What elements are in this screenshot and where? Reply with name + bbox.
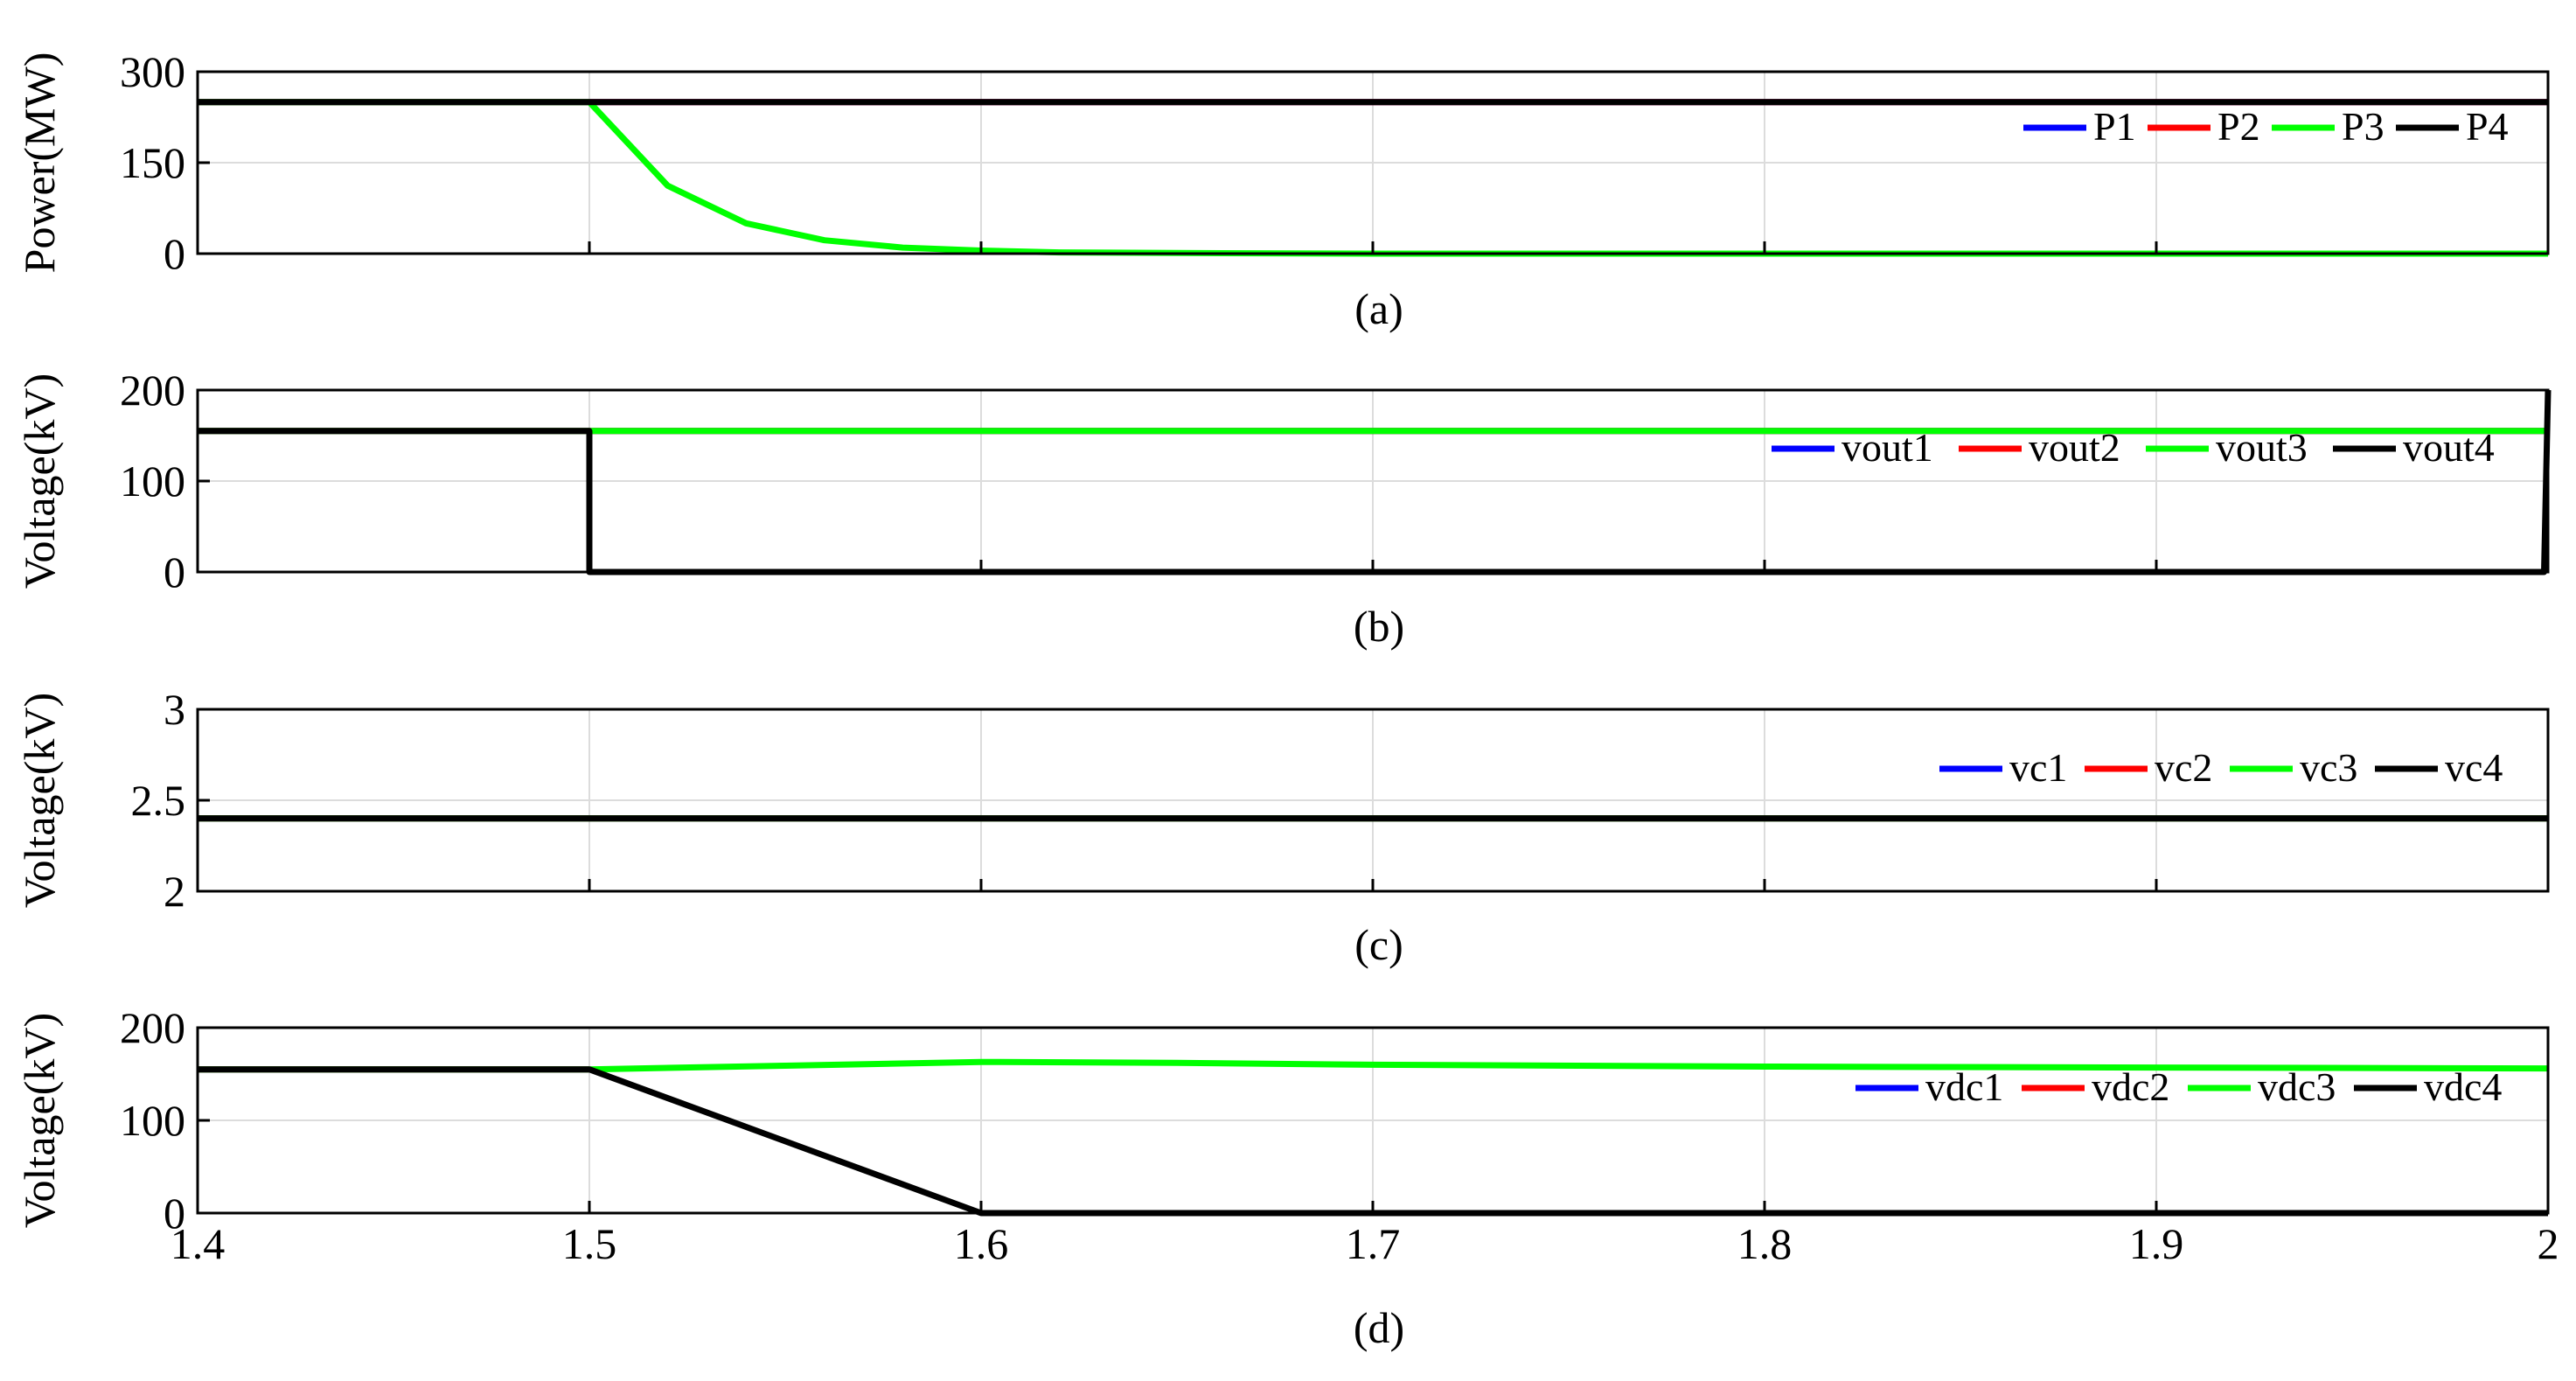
legend-label: vdc3 (2258, 1064, 2336, 1109)
legend-label: vc2 (2155, 745, 2212, 790)
series-line-vdc3 (198, 1058, 2549, 1073)
y-axis-label: Voltage(kV) (15, 1013, 64, 1228)
y-axis-label: Voltage(kV) (15, 373, 64, 589)
panel-caption: (d) (1354, 1303, 1404, 1352)
y-tick-label: 2 (164, 867, 185, 916)
y-axis-label: Voltage(kV) (15, 693, 64, 908)
y-axis-label: Power(MW) (15, 52, 64, 274)
y-tick-label: 300 (120, 47, 185, 96)
panel-caption: (c) (1354, 920, 1403, 969)
legend: P1 P2 P3 P4 (2023, 104, 2509, 149)
panel-c: 2 2.5 3 Voltage(kV) (c) vc1 vc2 vc3 vc4 (15, 685, 2550, 969)
x-tick-label: 1.4 (171, 1219, 226, 1268)
legend: vc1 vc2 vc3 vc4 (1939, 745, 2503, 790)
x-tick-label: 1.7 (1346, 1219, 1401, 1268)
y-tick-label: 150 (120, 138, 185, 187)
panel-caption: (a) (1354, 284, 1403, 333)
x-tick-label: 1.8 (1737, 1219, 1793, 1268)
y-tick-label: 0 (164, 1189, 185, 1238)
y-tick-label: 100 (120, 1096, 185, 1145)
legend-label: P2 (2217, 104, 2260, 149)
x-tick-label: 1.5 (562, 1219, 617, 1268)
y-tick-label: 100 (120, 457, 185, 506)
legend-label: P4 (2466, 104, 2509, 149)
y-tick-label: 0 (164, 229, 185, 278)
legend-label: vc1 (2009, 745, 2067, 790)
x-tick-label: 1.6 (954, 1219, 1009, 1268)
y-tick-label: 200 (120, 1003, 185, 1052)
y-tick-label: 3 (164, 685, 185, 734)
legend-label: vc4 (2445, 745, 2503, 790)
x-tick-label: 1.9 (2129, 1219, 2184, 1268)
legend: vout1 vout2 vout3 vout4 (1772, 425, 2495, 470)
legend-label: vout3 (2216, 425, 2308, 470)
panel-d: 0 100 200 1.4 1.5 1.6 1.7 1.8 1.9 2 Voltage(kV) (d)… (15, 1003, 2559, 1352)
x-tick-label: 2 (2538, 1219, 2559, 1268)
panel-a: 0 150 300 Power(MW) (a) P1 P2 P3 P4 (15, 47, 2550, 333)
panel-caption: (b) (1354, 602, 1404, 651)
y-tick-label: 2.5 (131, 776, 186, 825)
legend-label: P1 (2093, 104, 2136, 149)
legend-label: vdc1 (1925, 1064, 2003, 1109)
legend-label: vout4 (2403, 425, 2495, 470)
legend: vdc1 vdc2 vdc3 vdc4 (1855, 1064, 2502, 1109)
legend-label: vc3 (2300, 745, 2357, 790)
legend-label: vout2 (2029, 425, 2120, 470)
legend-label: vdc4 (2424, 1064, 2502, 1109)
legend-label: P3 (2342, 104, 2385, 149)
y-tick-label: 0 (164, 548, 185, 596)
y-tick-label: 200 (120, 366, 185, 415)
legend-label: vdc2 (2092, 1064, 2169, 1109)
legend-label: vout1 (1841, 425, 1933, 470)
